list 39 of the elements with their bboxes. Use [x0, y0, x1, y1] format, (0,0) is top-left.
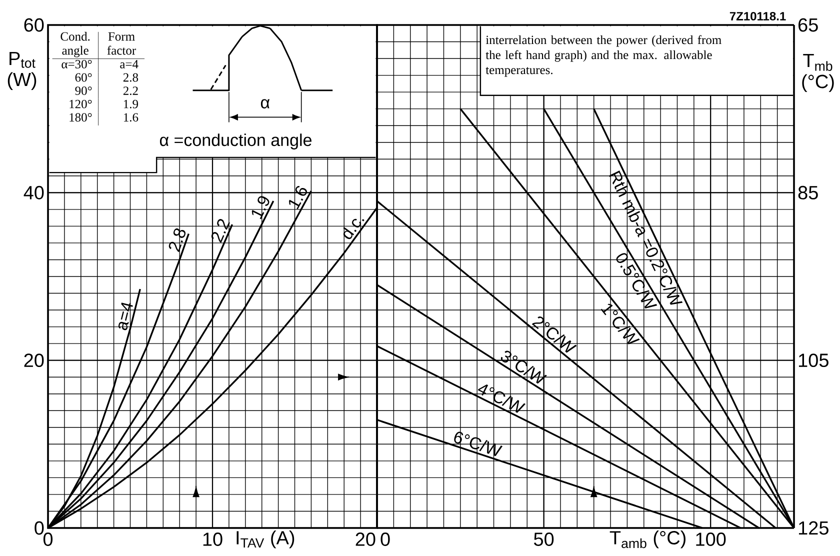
y2-tick-label: 125 — [798, 521, 828, 535]
y-tick-label: 60 — [24, 18, 44, 32]
annotation: 1.9 — [124, 100, 138, 108]
y2-tick-label: 85 — [798, 186, 818, 200]
x-tick-label: 0 — [380, 532, 390, 546]
annotation: 120° — [70, 100, 92, 108]
annotation: interrelation between the power (derived from the left hand graph) and the max. allowable temperatures. — [486, 35, 722, 77]
annotation: α=30° — [62, 60, 92, 68]
annotation: 90° — [75, 86, 92, 95]
text: 7Z10118.1 — [730, 12, 786, 20]
y-tick-label: 20 — [24, 354, 44, 368]
y-axis-title: P$_{tot}$ (W) — [8, 52, 36, 90]
annotation: a=4 — [120, 60, 138, 68]
text: 4°C/W — [478, 384, 526, 413]
y2-axis-title: T$_{mb}$ (°C) — [802, 54, 834, 92]
y-tick-label: 0 — [34, 521, 44, 535]
annotation: 2.2 — [123, 86, 138, 96]
x-tick-label: 100 — [696, 532, 726, 546]
annotation: α =conduction angle — [160, 134, 312, 150]
text: 6°C/W — [454, 432, 503, 456]
y2-tick-label: 105 — [798, 354, 828, 368]
x-axis-title: I$_{TAV}$ (A) — [236, 530, 294, 548]
text: a=4 — [118, 302, 133, 330]
annotation: 180° — [70, 113, 92, 122]
annotation: 60° — [75, 73, 92, 82]
annotation: α — [260, 99, 270, 108]
annotation: 2.8 — [123, 73, 138, 82]
x-tick-label: 50 — [534, 532, 554, 546]
text: 1.6 — [288, 186, 307, 210]
y-tick-label: 40 — [24, 186, 44, 200]
y2-tick-label: 65 — [798, 18, 818, 32]
text: 1.9 — [252, 196, 270, 220]
annotation: 1.6 — [124, 113, 138, 122]
x-tick-label: 20 — [356, 532, 376, 546]
x-tick-label: 10 — [203, 532, 222, 546]
x-axis-title: T$_{amb}$ (°C) — [610, 530, 686, 548]
x-tick-label: 0 — [43, 532, 53, 546]
text: d.c. — [343, 218, 364, 240]
text: 2.8 — [168, 228, 186, 252]
